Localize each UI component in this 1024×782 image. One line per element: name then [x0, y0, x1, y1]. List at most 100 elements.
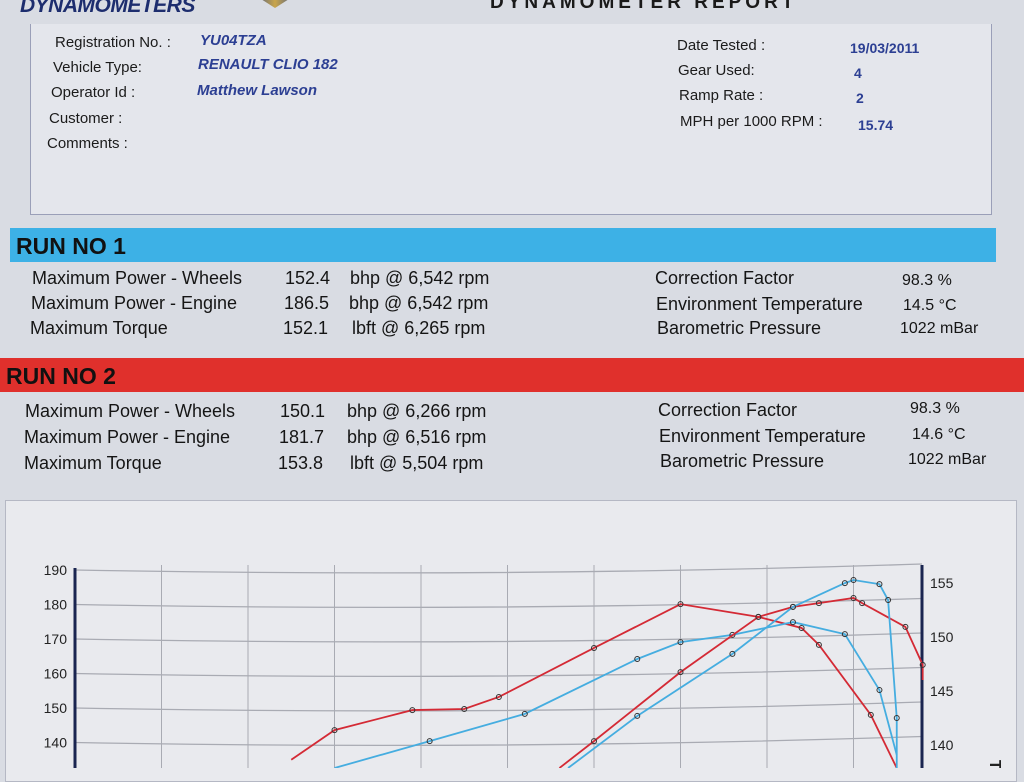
series-marker	[798, 624, 805, 631]
run-2-engine-label: Maximum Power - Engine	[24, 427, 231, 447]
run-2-wheels-label: Maximum Power - Wheels	[25, 401, 236, 421]
run-1-wheels-label: Maximum Power - Wheels	[32, 268, 243, 288]
series-marker	[634, 712, 641, 719]
left-axis-tick-label: 170	[44, 631, 68, 647]
series-marker	[495, 693, 502, 700]
run-2-correction-value: 98.3 %	[910, 400, 960, 417]
run-2-correction-label: Correction Factor	[658, 400, 798, 420]
right-axis-tick-label: 145	[930, 683, 954, 699]
run-2-engine-value: 181.7	[279, 427, 325, 447]
series-marker	[634, 656, 641, 663]
run-1-engine-value: 186.5	[284, 293, 330, 313]
left-axis-tick-label: 150	[44, 700, 68, 716]
horizontal-gridline	[74, 632, 923, 643]
left-axis-tick-label: 180	[44, 597, 68, 613]
date-tested-value: 19/03/2011	[850, 40, 920, 56]
run-2-header: RUN NO 2	[0, 358, 1024, 392]
series-marker	[461, 706, 468, 713]
series-marker	[815, 641, 822, 648]
run-1-pressure-value: 1022 mBar	[900, 320, 979, 337]
series-marker	[677, 639, 684, 646]
run-2-torque-value: 153.8	[278, 453, 324, 473]
series-line-4	[567, 579, 898, 768]
gear-used-label: Gear Used:	[678, 62, 755, 79]
ramp-rate-value: 2	[856, 90, 864, 106]
series-marker	[729, 631, 736, 638]
series-marker	[876, 687, 883, 694]
left-axis-tick-label: 160	[44, 666, 68, 682]
comments-label: Comments :	[47, 135, 128, 152]
series-marker	[919, 661, 926, 668]
run-1-torque-unit: lbft @ 6,265 rpm	[352, 318, 486, 338]
registration-label: Registration No. :	[55, 34, 171, 51]
mph-per-1000-value: 15.74	[858, 117, 894, 133]
series-marker	[885, 597, 892, 604]
run-2-torque-label: Maximum Torque	[24, 453, 162, 473]
series-marker	[867, 711, 874, 718]
run-2-pressure-label: Barometric Pressure	[660, 451, 825, 471]
run-1-torque-label: Maximum Torque	[30, 318, 168, 338]
left-axis-tick-label: 140	[44, 735, 68, 751]
mph-per-1000-label: MPH per 1000 RPM :	[680, 113, 823, 130]
horizontal-gridline	[74, 666, 923, 678]
run-2-temp-label: Environment Temperature	[659, 426, 866, 446]
operator-label: Operator Id :	[51, 84, 136, 101]
series-marker	[677, 601, 684, 608]
run-1-temp-value: 14.5 °C	[903, 297, 957, 314]
operator-value: Matthew Lawson	[197, 82, 318, 99]
run-1-pressure-label: Barometric Pressure	[657, 318, 822, 338]
series-marker	[893, 715, 900, 722]
series-marker	[409, 707, 416, 714]
gear-used-value: 4	[854, 65, 862, 81]
run-2-wheels-unit: bhp @ 6,266 rpm	[347, 401, 487, 421]
series-marker	[850, 594, 857, 601]
right-axis-tick-label: 150	[930, 629, 954, 645]
series-marker	[789, 619, 796, 626]
run-1-engine-label: Maximum Power - Engine	[31, 293, 238, 313]
series-marker	[859, 600, 866, 607]
run-1-engine-unit: bhp @ 6,542 rpm	[349, 293, 489, 313]
date-tested-label: Date Tested :	[677, 37, 766, 54]
run-1-wheels-value: 152.4	[285, 268, 331, 288]
series-marker	[591, 644, 597, 651]
series-line-2	[334, 621, 898, 768]
series-marker	[729, 650, 736, 657]
run-2-torque-unit: lbft @ 5,504 rpm	[350, 453, 484, 473]
run-2-temp-value: 14.6 °C	[912, 426, 966, 443]
horizontal-gridline	[74, 563, 923, 574]
right-axis-tick-label: 155	[930, 575, 954, 591]
report-title: DYNAMOMETER REPORT	[490, 0, 798, 13]
horizontal-gridline	[74, 735, 923, 747]
series-line-1	[290, 603, 898, 768]
run-1-torque-value: 152.1	[283, 318, 329, 338]
series-marker	[841, 580, 848, 587]
run-1-correction-value: 98.3 %	[902, 272, 952, 289]
brand-logo: DYNAMOMETERS	[20, 0, 195, 17]
vehicle-type-value: RENAULT CLIO 182	[198, 56, 338, 73]
horizontal-gridline	[74, 597, 923, 609]
series-marker	[521, 710, 528, 717]
series-marker	[815, 600, 822, 607]
series-marker	[677, 669, 684, 676]
right-axis-label: T	[986, 760, 1003, 768]
customer-label: Customer :	[49, 110, 123, 127]
series-marker	[789, 603, 796, 610]
horizontal-gridline	[74, 701, 923, 712]
run-1-correction-label: Correction Factor	[655, 268, 795, 288]
registration-value: YU04TZA	[200, 32, 267, 49]
series-marker	[426, 738, 433, 745]
run-1-temp-label: Environment Temperature	[656, 294, 863, 314]
run-2-pressure-value: 1022 mBar	[908, 451, 987, 468]
run-2-wheels-value: 150.1	[280, 401, 326, 421]
right-axis-tick-label: 140	[930, 737, 954, 753]
logo-mark	[250, 0, 300, 8]
run-1-wheels-unit: bhp @ 6,542 rpm	[350, 268, 490, 288]
vehicle-type-label: Vehicle Type:	[53, 59, 142, 76]
series-marker	[850, 577, 857, 584]
series-line-3	[558, 597, 924, 768]
run-2-engine-unit: bhp @ 6,516 rpm	[347, 427, 487, 447]
series-marker	[902, 623, 909, 630]
left-axis-tick-label: 190	[44, 562, 68, 578]
ramp-rate-label: Ramp Rate :	[679, 87, 764, 104]
